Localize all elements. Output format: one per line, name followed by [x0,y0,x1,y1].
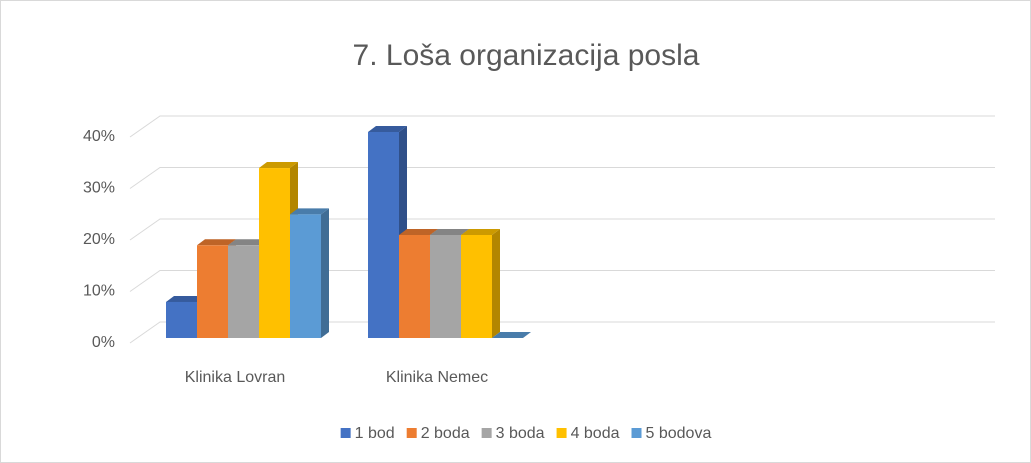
legend-swatch [340,428,351,438]
bar-side [321,208,329,338]
y-tick-label: 10% [83,283,115,300]
bar-front [290,214,321,338]
y-tick-label: 0% [92,334,115,351]
bar-top [290,208,329,215]
bar-front [461,235,492,338]
y-tick-label: 40% [83,128,115,145]
legend-label: 5 bodova [646,425,712,442]
grid-line [129,321,995,344]
bar [492,332,531,338]
bar [290,208,329,338]
bar-front [166,301,197,338]
y-tick-label: 30% [83,180,115,197]
bar-front [399,235,430,338]
legend-swatch [556,428,567,438]
bar-front [228,245,259,338]
bar-top [166,295,205,302]
bar-front [430,235,461,338]
x-tick-label: Klinika Lovran [185,369,286,386]
legend-label: 4 boda [571,425,620,442]
legend-label: 2 boda [421,425,470,442]
bar-top [228,239,267,246]
legend-label: 1 bod [355,425,395,442]
legend-swatch [631,428,642,438]
x-tick-label: Klinika Nemec [386,369,488,386]
bar-top [430,229,469,235]
bar-top [461,229,500,235]
bar-front [259,168,290,338]
grid-line [129,218,995,241]
y-tick-label: 20% [83,231,115,248]
legend-swatch [481,428,492,438]
bar-top [492,332,531,338]
bar-top [197,239,236,246]
bar-front [368,132,399,338]
legend-swatch [406,428,417,438]
bar-side [492,229,500,338]
bar-top [259,162,298,169]
bar [461,229,500,338]
chart-title: 7. Loša organizacija posla [353,39,700,72]
grid-line [129,115,995,138]
grid-line [129,167,995,189]
legend-label: 3 boda [496,425,545,442]
bar-top [368,126,407,132]
grid-line [129,270,995,292]
bar-top [399,229,438,235]
bar-front [197,245,228,338]
